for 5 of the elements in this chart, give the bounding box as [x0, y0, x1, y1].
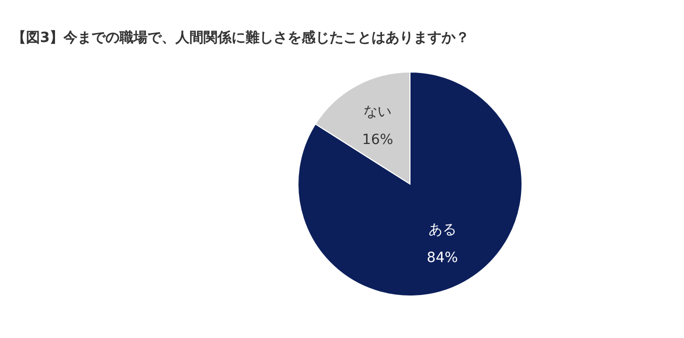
slice-label: ある — [428, 222, 456, 238]
chart-title: 【図3】今までの職場で、人間関係に難しさを感じたことはありますか？ — [12, 29, 470, 46]
slice-label: ない — [364, 104, 392, 120]
data-label: 84% — [426, 250, 458, 266]
data-label: 16% — [362, 132, 394, 148]
